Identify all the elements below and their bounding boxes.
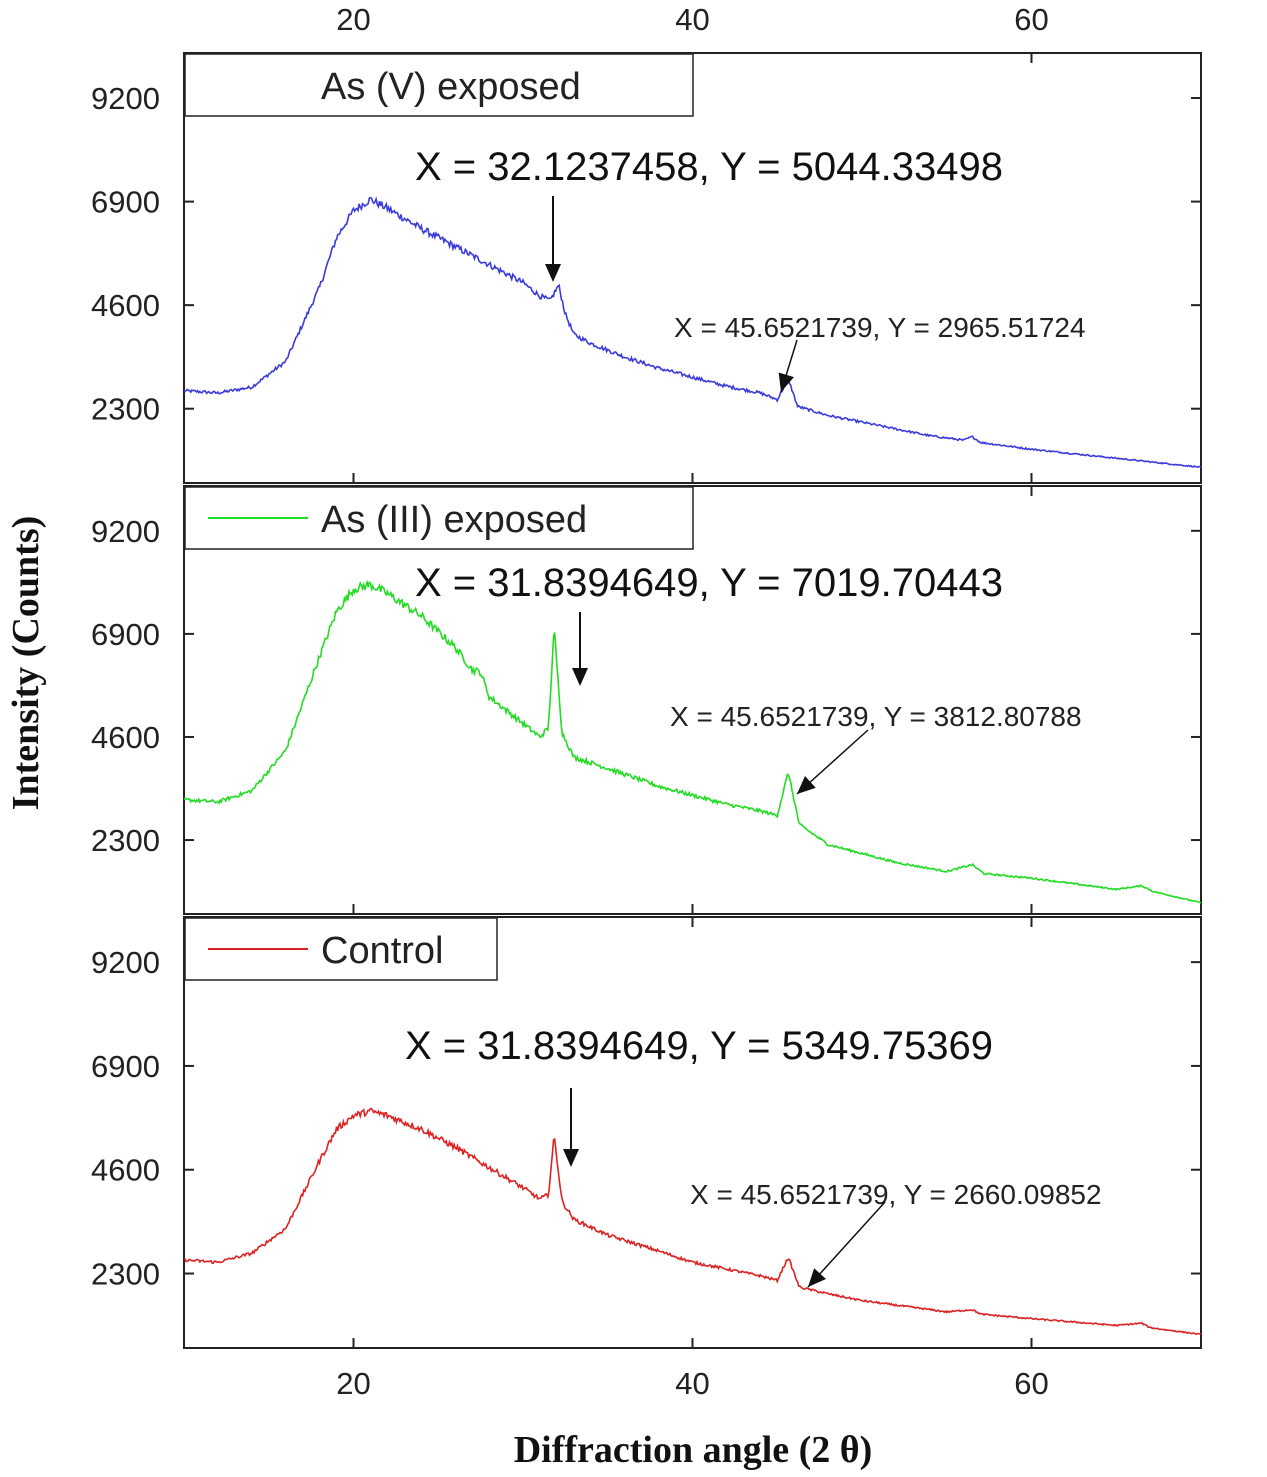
y-tick-label: 2300 <box>91 392 160 427</box>
y-tick-label: 6900 <box>91 617 160 652</box>
y-tick-label: 9200 <box>91 81 160 116</box>
top-x-axis: 20 40 60 <box>336 2 1048 37</box>
x-tick-label-bottom: 60 <box>1014 1366 1048 1401</box>
arrow-head <box>778 372 794 392</box>
arrow-head <box>797 776 816 794</box>
y-tick-label: 6900 <box>91 185 160 220</box>
peak-annotation-small: X = 45.6521739, Y = 2965.51724 <box>674 312 1086 343</box>
peak-annotation-large: X = 31.8394649, Y = 7019.70443 <box>415 561 1003 605</box>
x-tick-label-top: 20 <box>336 2 370 37</box>
peak-annotation-small: X = 45.6521739, Y = 3812.80788 <box>670 701 1082 732</box>
arrow-head <box>808 1268 827 1287</box>
panel-2: 2300 4600 6900 9200 Control X = 31.8394649, Y… <box>91 916 1202 1349</box>
legend-label: Control <box>321 930 444 972</box>
x-tick-label-bottom: 40 <box>675 1366 709 1401</box>
y-tick-label: 2300 <box>91 1257 160 1292</box>
y-tick-label: 2300 <box>91 823 160 858</box>
arrow-head <box>572 668 588 686</box>
x-tick-label-top: 40 <box>675 2 709 37</box>
y-axis-title: Intensity (Counts) <box>5 516 47 811</box>
panel-frame <box>183 52 1202 484</box>
y-tick-label: 9200 <box>91 945 160 980</box>
arrow-line <box>807 1201 886 1288</box>
y-tick-label: 4600 <box>91 720 160 755</box>
series-line <box>183 1107 1202 1336</box>
y-tick-label: 6900 <box>91 1049 160 1084</box>
arrow-head <box>545 264 561 282</box>
legend-label: As (III) exposed <box>321 499 587 541</box>
panel-frame <box>183 916 1202 1349</box>
panel-1: 2300 4600 6900 9200 As (III) exposed X = 31.8… <box>91 485 1202 915</box>
bottom-x-axis: 20 40 60 <box>336 1366 1048 1401</box>
panels: 2300 4600 6900 9200 As (V) exposed X = 32.123… <box>91 52 1202 1349</box>
y-tick-label: 4600 <box>91 1153 160 1188</box>
x-tick-label-bottom: 20 <box>336 1366 370 1401</box>
series-line <box>183 579 1202 904</box>
peak-annotation-small: X = 45.6521739, Y = 2660.09852 <box>690 1179 1102 1210</box>
y-tick-label: 9200 <box>91 514 160 549</box>
legend-box <box>184 53 694 117</box>
y-tick-label: 4600 <box>91 288 160 323</box>
peak-annotation-large: X = 32.1237458, Y = 5044.33498 <box>415 145 1003 189</box>
x-tick-label-top: 60 <box>1014 2 1048 37</box>
legend-label: As (V) exposed <box>321 66 581 108</box>
peak-annotation-large: X = 31.8394649, Y = 5349.75369 <box>405 1024 993 1068</box>
panel-0: 2300 4600 6900 9200 As (V) exposed X = 32.123… <box>91 52 1202 484</box>
panel-frame <box>183 485 1202 915</box>
arrow-head <box>563 1149 579 1167</box>
x-axis-title: Diffraction angle (2 θ) <box>514 1429 873 1471</box>
series-line <box>183 196 1202 469</box>
